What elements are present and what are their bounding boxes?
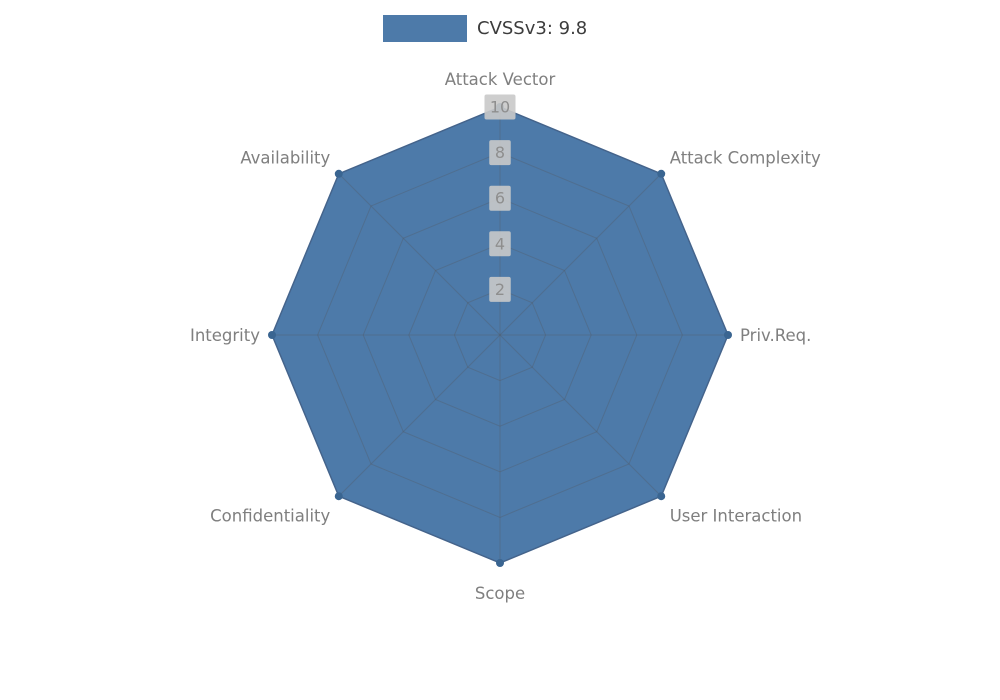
axis-spoke [338,173,501,336]
grid-ring [362,197,638,473]
vertex-marker [334,492,343,501]
tick-label: 8 [495,143,505,162]
tick-label-bg [489,231,511,257]
tick-label-bg [489,276,511,302]
axis-spoke [499,173,662,336]
axis-label: Availability [240,148,330,167]
axis-label: Attack Vector [445,70,556,89]
grid-ring [453,288,547,382]
vertex-marker [334,169,343,178]
grid-ring [408,243,592,427]
vertex-marker [657,169,666,178]
axis-spoke [338,334,501,497]
vertex-marker [268,331,276,339]
axis-label: User Interaction [670,507,802,526]
tick-label: 10 [490,98,510,117]
tick-label: 6 [495,189,505,208]
axis-spoke [499,334,662,497]
tick-label-bg [489,140,511,166]
grid-ring [317,152,683,518]
axis-label: Integrity [190,326,260,345]
axis-label: Scope [475,584,525,603]
vertex-marker [724,331,732,339]
tick-label-bg [489,185,511,211]
legend-label: CVSSv3: 9.8 [477,18,588,39]
tick-label: 4 [495,234,505,253]
vertex-marker [657,492,666,501]
axis-label: Confidentiality [210,507,330,526]
legend: CVSSv3: 9.8 [383,15,587,42]
legend-swatch [383,15,467,42]
vertex-marker [496,559,504,567]
axis-label: Priv.Req. [740,326,811,345]
tick-label: 2 [495,280,505,299]
axis-label: Attack Complexity [670,148,821,167]
tick-label-bg [484,94,516,120]
